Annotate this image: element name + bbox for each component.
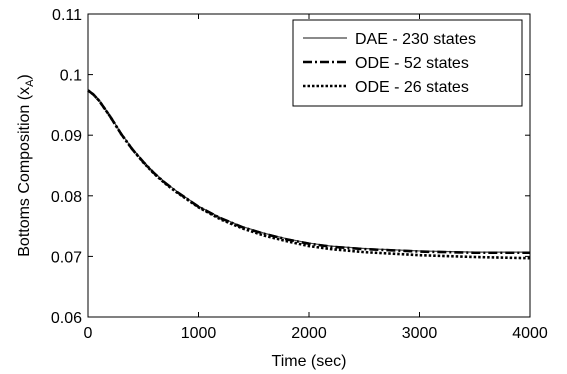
axis-ticks: 0 1000 2000 3000 4000 0.06 0.07 0.08 0.09 0.1 0.11 (51, 7, 548, 342)
series-line-3 (87, 89, 531, 260)
series-layer (87, 89, 531, 260)
y-tick-label: 0.09 (51, 128, 82, 145)
legend-label-1: DAE - 230 states (355, 31, 476, 48)
legend-label-3: ODE - 26 states (355, 79, 469, 96)
x-axis-label: Time (sec) (272, 353, 347, 370)
x-tick-label: 1000 (181, 325, 217, 342)
y-tick-label: 0.11 (52, 7, 82, 24)
y-axis-label-close: ) (16, 74, 33, 79)
y-axis-label-subscript: A (24, 79, 36, 87)
x-tick-label: 2000 (291, 325, 327, 342)
y-tick-label: 0.1 (60, 68, 82, 85)
y-axis-label-main: Bottoms Composition (x (16, 87, 33, 257)
x-tick-label: 0 (84, 325, 93, 342)
y-tick-label: 0.08 (51, 189, 82, 206)
y-tick-label: 0.06 (51, 310, 82, 327)
x-tick-label: 4000 (512, 325, 548, 342)
series-line-2 (87, 89, 530, 255)
legend: DAE - 230 states ODE - 52 states ODE - 26 … (292, 19, 523, 107)
legend-box (292, 19, 523, 107)
y-axis-label: Bottoms Composition (xA) (16, 74, 36, 257)
x-tick-label: 3000 (402, 325, 438, 342)
y-tick-label: 0.07 (51, 249, 82, 266)
series-line-1 (87, 89, 530, 253)
legend-label-2: ODE - 52 states (355, 55, 469, 72)
